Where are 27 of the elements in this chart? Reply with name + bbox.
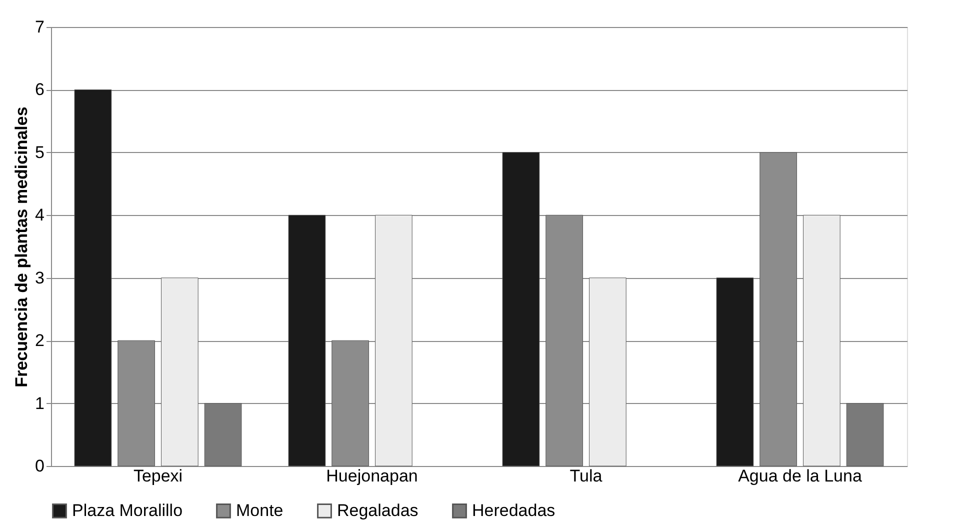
x-tick-label: Huejonapan xyxy=(326,466,418,486)
y-tick-label: 1 xyxy=(35,394,44,413)
bar xyxy=(375,214,412,466)
y-tick-label: 2 xyxy=(35,331,44,350)
legend-label: Heredadas xyxy=(472,500,556,520)
y-tick-label: 4 xyxy=(35,206,44,225)
legend-label: Plaza Moralillo xyxy=(72,500,183,520)
y-tick-label: 0 xyxy=(35,456,44,476)
y-tick-label: 6 xyxy=(35,80,44,100)
bar xyxy=(716,278,754,466)
bar xyxy=(288,214,326,466)
bar xyxy=(502,152,540,466)
x-tick-label: Tula xyxy=(570,466,603,486)
bar xyxy=(846,403,884,466)
legend-label: Monte xyxy=(236,500,284,520)
legend-label: Regaladas xyxy=(337,500,418,520)
bar xyxy=(161,278,198,466)
bar xyxy=(74,89,112,466)
y-tick-label: 3 xyxy=(35,268,44,288)
bar xyxy=(803,214,840,466)
bar xyxy=(204,403,242,466)
y-tick-label: 7 xyxy=(35,18,44,36)
bar xyxy=(589,278,626,466)
y-axis-title: Frecuencia de plantas medicinales xyxy=(12,106,32,388)
y-tick-label: 5 xyxy=(35,142,44,162)
x-tick-label: Agua de la Luna xyxy=(738,466,862,486)
x-tick-label: Tepexi xyxy=(133,466,183,486)
